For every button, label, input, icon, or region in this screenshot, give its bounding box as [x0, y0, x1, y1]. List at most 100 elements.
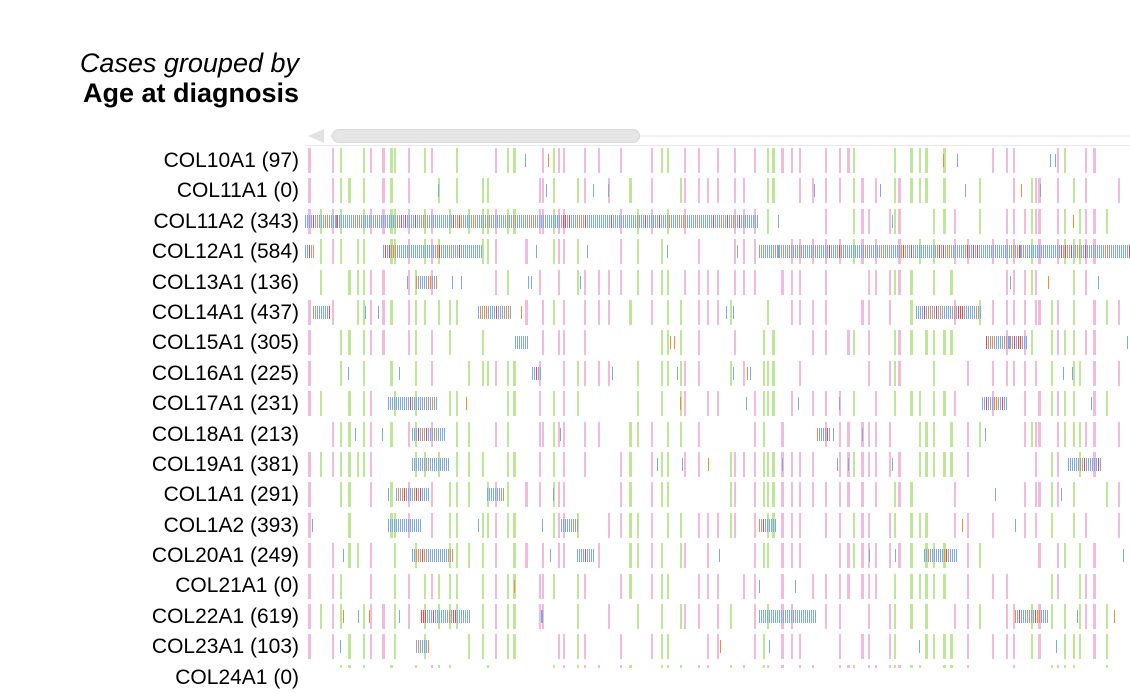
case-bar [889, 269, 891, 295]
case-bar [553, 512, 555, 538]
mutation-mark [491, 214, 492, 228]
gene-track[interactable] [305, 634, 1130, 660]
gene-row-label[interactable]: COL20A1 (249) [151, 544, 299, 568]
mutation-mark [955, 549, 957, 563]
gene-track[interactable] [305, 360, 1130, 386]
case-bar [772, 148, 775, 173]
mutation-mark [625, 214, 626, 228]
case-bar [868, 330, 870, 356]
case-bar [1024, 330, 1026, 356]
oncoprint-grid[interactable] [305, 146, 1130, 668]
gene-track[interactable] [305, 239, 1130, 265]
case-bar [482, 239, 484, 265]
gene-row-label[interactable]: COL15A1 (305) [151, 331, 299, 355]
mutation-mark [721, 214, 722, 228]
gene-row-label[interactable]: COL10A1 (97) [163, 149, 299, 172]
mutation-mark [413, 214, 414, 228]
mutation-mark [415, 214, 416, 228]
mutation-mark [762, 518, 764, 532]
case-bar [754, 482, 756, 508]
gene-track[interactable] [305, 178, 1130, 204]
gene-row-label[interactable]: COL18A1 (213) [151, 422, 299, 446]
mutation-mark [601, 214, 602, 228]
gene-row-label[interactable]: COL21A1 (0) [175, 574, 299, 598]
gene-track[interactable] [305, 573, 1130, 599]
gene-track[interactable] [305, 330, 1130, 356]
mutation-mark [433, 214, 434, 228]
case-bar [542, 573, 544, 599]
case-bar [799, 482, 801, 508]
mutation-mark [475, 245, 477, 259]
gene-row-label[interactable]: COL13A1 (136) [151, 270, 299, 294]
case-bar [967, 604, 969, 629]
case-bar [1013, 148, 1015, 173]
mutation-mark [311, 214, 312, 228]
gene-row-label[interactable]: COL1A1 (291) [163, 483, 299, 507]
case-bar [553, 148, 555, 173]
case-bar [730, 664, 732, 668]
mutation-mark [426, 458, 428, 471]
mutation-mark [456, 610, 458, 623]
case-bar [767, 208, 769, 234]
gene-track[interactable] [305, 208, 1130, 234]
case-bar [772, 360, 775, 386]
mutation-mark [542, 518, 544, 532]
case-bar [394, 543, 396, 569]
case-bar [539, 269, 541, 295]
gene-track[interactable] [305, 391, 1130, 417]
gene-row-label[interactable]: COL22A1 (619) [151, 604, 299, 628]
case-bar [1093, 604, 1096, 629]
gene-track[interactable] [305, 452, 1130, 477]
case-bar [894, 512, 896, 538]
case-bar [812, 573, 814, 599]
mutation-mark [444, 427, 446, 441]
case-bar [1093, 208, 1096, 234]
mutation-mark [425, 214, 426, 228]
gene-row-label[interactable]: COL23A1 (103) [151, 635, 299, 659]
gene-row-label[interactable]: COL19A1 (381) [151, 452, 299, 476]
case-bar [919, 512, 921, 538]
case-bar [558, 208, 560, 234]
mutation-mark [461, 245, 463, 259]
gene-track[interactable] [305, 421, 1130, 447]
mutation-mark [725, 214, 726, 228]
gene-track[interactable] [305, 604, 1130, 629]
mutation-mark [766, 245, 768, 259]
mutation-mark [1064, 245, 1066, 259]
mutation-mark [778, 245, 780, 259]
mutation-mark [649, 214, 650, 228]
gene-track[interactable] [305, 543, 1130, 569]
case-bar [308, 573, 311, 599]
case-bar [468, 634, 470, 660]
gene-row-label[interactable]: COL11A2 (343) [153, 209, 299, 233]
mutation-mark [393, 397, 395, 411]
gene-track[interactable] [305, 148, 1130, 173]
gene-track[interactable] [305, 664, 1130, 668]
gene-row-label[interactable]: COL12A1 (584) [151, 240, 299, 264]
horizontal-scrollbar[interactable] [308, 129, 1130, 144]
case-bar [799, 512, 801, 538]
gene-track[interactable] [305, 300, 1130, 325]
gene-row-label[interactable]: COL17A1 (231) [151, 392, 299, 416]
gene-row-label[interactable]: COL16A1 (225) [151, 361, 299, 385]
mutation-mark [774, 518, 776, 532]
scroll-thumb[interactable] [332, 129, 640, 143]
case-bar [340, 664, 342, 668]
mutation-mark [1074, 245, 1076, 259]
case-bar [1051, 482, 1053, 508]
scroll-left-arrow-icon[interactable] [308, 129, 324, 143]
case-bar [684, 360, 686, 386]
mutation-mark [1014, 610, 1016, 623]
scroll-track[interactable] [330, 135, 1130, 137]
gene-row-label[interactable]: COL11A1 (0) [176, 179, 299, 203]
gene-track[interactable] [305, 269, 1130, 295]
case-bar [839, 391, 841, 417]
gene-track[interactable] [305, 512, 1130, 538]
gene-track[interactable] [305, 482, 1130, 508]
mutation-mark [866, 245, 868, 259]
gene-row-label[interactable]: COL14A1 (437) [151, 300, 299, 324]
mutation-mark [1080, 458, 1082, 471]
mutation-mark [768, 518, 770, 532]
gene-row-label[interactable]: COL24A1 (0) [175, 665, 299, 689]
gene-row-label[interactable]: COL1A2 (393) [163, 513, 299, 537]
